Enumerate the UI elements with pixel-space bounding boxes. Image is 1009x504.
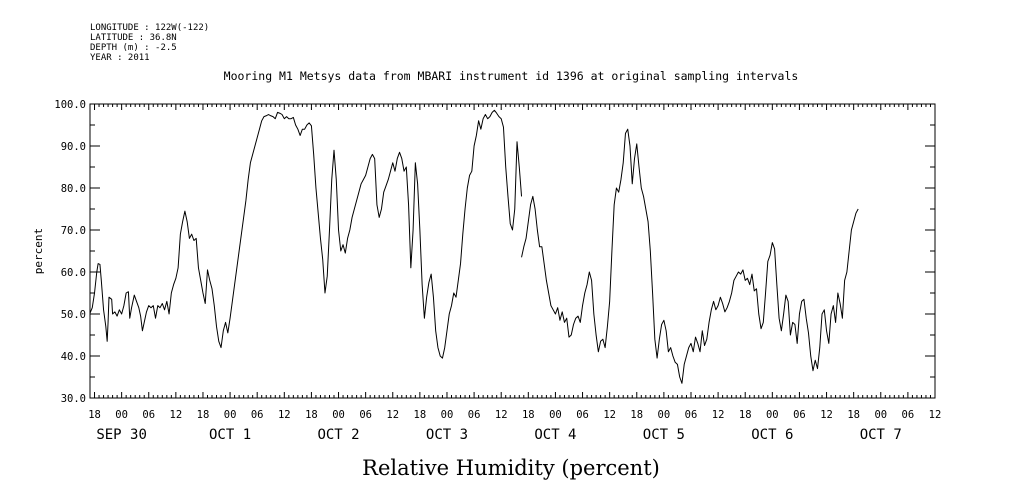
y-tick-label: 30.0 xyxy=(61,393,86,405)
date-labels: SEP 30 OCT 1 OCT 2 OCT 3 OCT 4 OCT 5 OCT 6 OCT … xyxy=(96,427,902,443)
meta-longitude: LONGITUDE : 122W(-122) xyxy=(90,23,209,33)
x-tick-label: 12 xyxy=(929,409,942,421)
y-axis: 30.0 40.0 50.0 60.0 70.0 80.0 90.0 100.0 xyxy=(54,99,935,405)
x-tick-label: 12 xyxy=(386,409,399,421)
x-tick-label: 12 xyxy=(820,409,833,421)
chart-title: Mooring M1 Metsys data from MBARI instru… xyxy=(224,69,799,83)
y-tick-label: 70.0 xyxy=(61,225,86,237)
x-tick-label: 12 xyxy=(712,409,725,421)
date-label: SEP 30 xyxy=(96,427,147,443)
x-tick-label: 00 xyxy=(766,409,779,421)
date-label: OCT 6 xyxy=(751,427,793,443)
x-tick-label: 06 xyxy=(576,409,589,421)
x-axis-label: Relative Humidity (percent) xyxy=(362,456,660,480)
y-tick-label: 40.0 xyxy=(61,351,86,363)
x-tick-label: 12 xyxy=(170,409,183,421)
x-tick-label: 06 xyxy=(251,409,264,421)
y-tick-label: 90.0 xyxy=(61,141,86,153)
x-tick-label: 06 xyxy=(468,409,481,421)
x-tick-label: 06 xyxy=(142,409,155,421)
x-tick-label: 06 xyxy=(359,409,372,421)
x-tick-label: 00 xyxy=(115,409,128,421)
x-tick-label: 18 xyxy=(847,409,860,421)
date-label: OCT 3 xyxy=(426,427,468,443)
x-tick-label: 00 xyxy=(874,409,887,421)
x-axis: 18 00 06 12 18 00 06 12 18 00 06 12 18 00 06 12 18 00 06 12… xyxy=(88,104,941,421)
y-tick-label: 100.0 xyxy=(54,99,86,111)
meta-latitude: LATITUDE : 36.8N xyxy=(90,33,177,43)
x-tick-label: 06 xyxy=(793,409,806,421)
x-tick-label: 06 xyxy=(685,409,698,421)
y-axis-label: percent xyxy=(32,228,45,274)
x-tick-label: 18 xyxy=(739,409,752,421)
metadata-block: LONGITUDE : 122W(-122) LATITUDE : 36.8N … xyxy=(90,23,209,63)
x-tick-label: 00 xyxy=(332,409,345,421)
x-tick-label: 18 xyxy=(522,409,535,421)
x-tick-label: 18 xyxy=(88,409,101,421)
x-tick-label: 18 xyxy=(197,409,210,421)
date-label: OCT 2 xyxy=(317,427,359,443)
x-tick-label: 00 xyxy=(658,409,671,421)
x-tick-label: 18 xyxy=(305,409,318,421)
meta-depth: DEPTH (m) : -2.5 xyxy=(90,43,177,53)
series-group xyxy=(89,109,859,384)
date-label: OCT 1 xyxy=(209,427,251,443)
plot-frame xyxy=(89,103,936,399)
x-tick-label: 12 xyxy=(603,409,616,421)
y-tick-label: 80.0 xyxy=(61,183,86,195)
x-tick-label: 00 xyxy=(224,409,237,421)
date-label: OCT 4 xyxy=(534,427,576,443)
y-tick-label: 60.0 xyxy=(61,267,86,279)
series-line xyxy=(89,109,523,359)
x-tick-label: 06 xyxy=(902,409,915,421)
y-tick-label: 50.0 xyxy=(61,309,86,321)
date-label: OCT 7 xyxy=(860,427,902,443)
date-label: OCT 5 xyxy=(643,427,685,443)
x-tick-label: 18 xyxy=(630,409,643,421)
meta-year: YEAR : 2011 xyxy=(90,53,150,63)
x-tick-label: 18 xyxy=(414,409,427,421)
x-tick-label: 12 xyxy=(278,409,291,421)
series-line xyxy=(521,128,859,384)
x-tick-label: 12 xyxy=(495,409,508,421)
x-tick-label: 00 xyxy=(549,409,562,421)
x-tick-label: 00 xyxy=(441,409,454,421)
